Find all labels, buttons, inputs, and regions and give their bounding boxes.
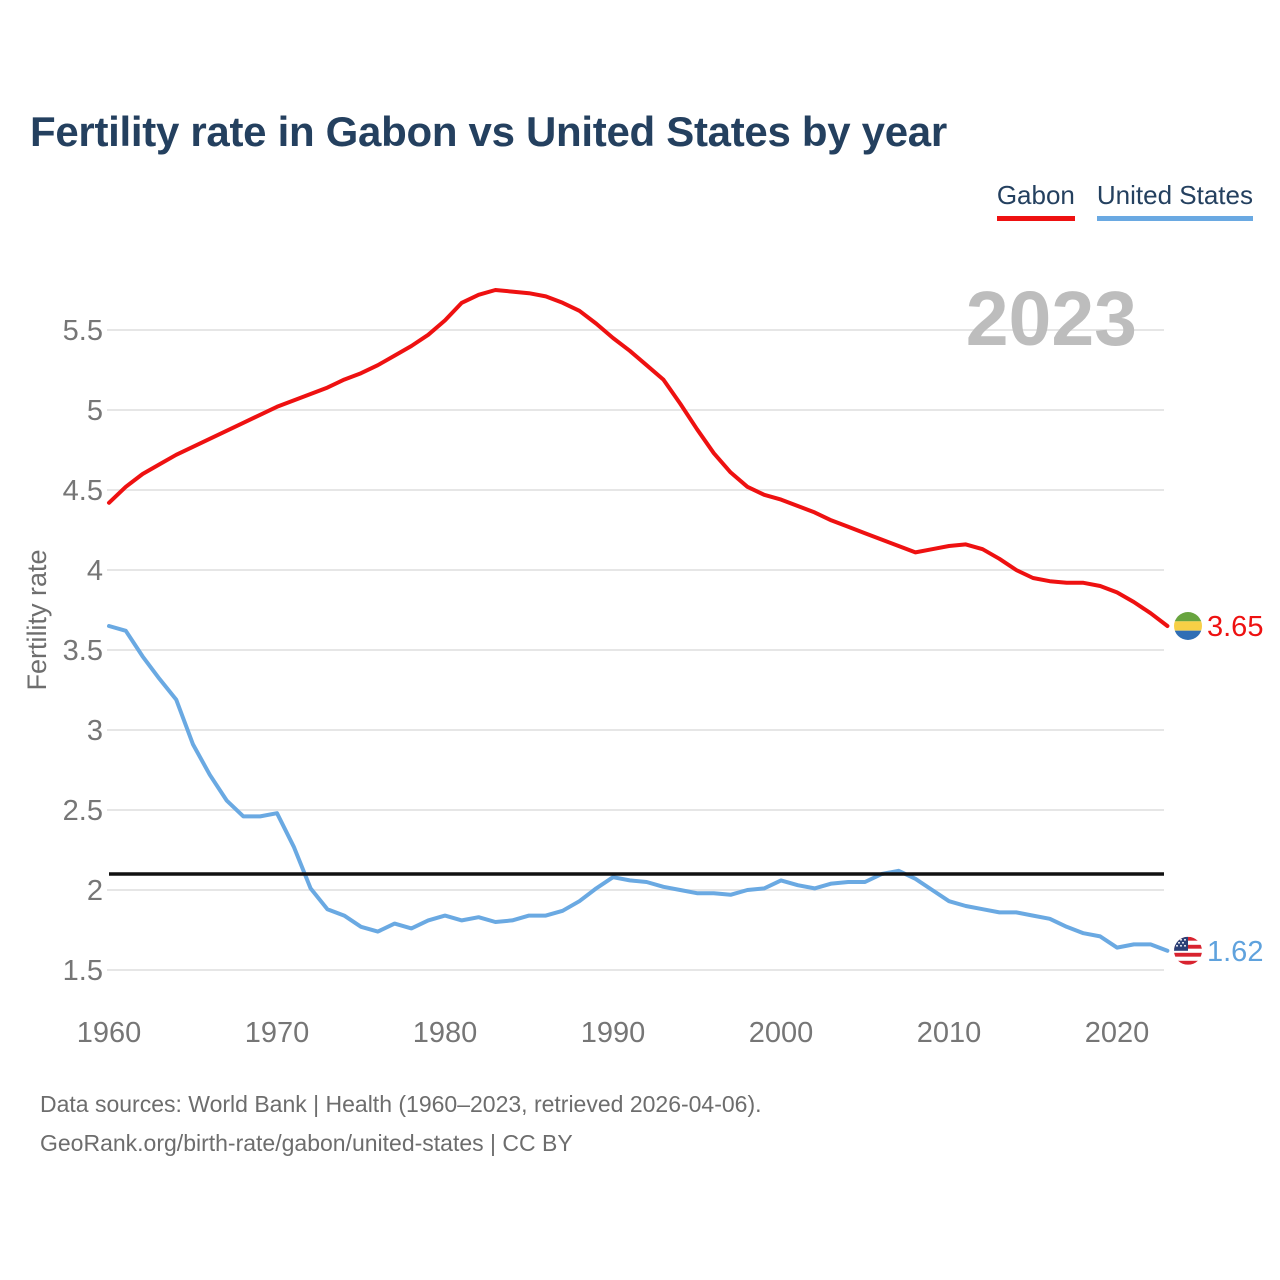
us-flag-star <box>1178 941 1180 944</box>
us-flag-star <box>1176 944 1178 947</box>
x-tick-label: 1990 <box>581 1017 646 1049</box>
us-flag-star <box>1184 938 1186 941</box>
gabon-end-label: 3.65 <box>1174 611 1263 643</box>
united-states-end-value: 1.62 <box>1207 936 1263 968</box>
x-tick-label: 1980 <box>413 1017 478 1049</box>
us-flag-star <box>1182 941 1184 944</box>
gabon-flag-icon <box>1174 612 1202 640</box>
y-tick-label: 1.5 <box>63 955 103 987</box>
x-axis-tick-labels: 1960 1970 1980 1990 2000 2010 2020 <box>77 1017 1150 1049</box>
y-tick-label: 4 <box>87 555 103 587</box>
us-flag-star <box>1180 938 1182 941</box>
chart-footer: Data sources: World Bank | Health (1960–… <box>40 1085 762 1163</box>
united-states-end-label: 1.62 <box>1174 936 1263 968</box>
us-flag-stripe <box>1174 960 1202 965</box>
y-axis-title: Fertility rate <box>22 549 52 690</box>
x-tick-label: 2000 <box>749 1017 814 1049</box>
legend-item-gabon[interactable]: Gabon <box>996 180 1075 221</box>
footer-data-sources: Data sources: World Bank | Health (1960–… <box>40 1091 762 1117</box>
us-flag-icon <box>1174 936 1202 965</box>
x-tick-label: 1960 <box>77 1017 142 1049</box>
us-flag-stripe <box>1174 956 1202 961</box>
united-states-series-line[interactable] <box>107 624 1170 953</box>
us-flag-star <box>1176 938 1178 941</box>
us-flag-stripe <box>1174 952 1202 957</box>
y-axis-tick-labels: 1.5 2 2.5 3 3.5 4 4.5 5 5.5 <box>63 315 103 987</box>
x-tick-label: 1970 <box>245 1017 310 1049</box>
chart-legend: Gabon United States <box>996 180 1253 221</box>
y-tick-label: 5.5 <box>63 315 103 347</box>
gridlines <box>107 329 1164 971</box>
footer-attribution: GeoRank.org/birth-rate/gabon/united-stat… <box>40 1130 573 1156</box>
us-flag-star <box>1184 944 1186 947</box>
legend-label-gabon: Gabon <box>996 180 1075 221</box>
y-tick-label: 2 <box>87 875 103 907</box>
gabon-end-value: 3.65 <box>1207 611 1263 643</box>
x-tick-label: 2010 <box>917 1017 982 1049</box>
y-tick-label: 4.5 <box>63 475 103 507</box>
y-tick-label: 2.5 <box>63 795 103 827</box>
us-flag-star <box>1180 944 1182 947</box>
y-tick-label: 5 <box>87 395 103 427</box>
page-title: Fertility rate in Gabon vs United States… <box>30 108 947 155</box>
legend-item-united-states[interactable]: United States <box>1096 180 1253 221</box>
y-tick-label: 3.5 <box>63 635 103 667</box>
y-tick-label: 3 <box>87 715 103 747</box>
gabon-series-line[interactable] <box>107 288 1170 628</box>
x-tick-label: 2020 <box>1085 1017 1150 1049</box>
year-watermark: 2023 <box>966 276 1137 362</box>
legend-label-united-states: United States <box>1096 180 1253 221</box>
